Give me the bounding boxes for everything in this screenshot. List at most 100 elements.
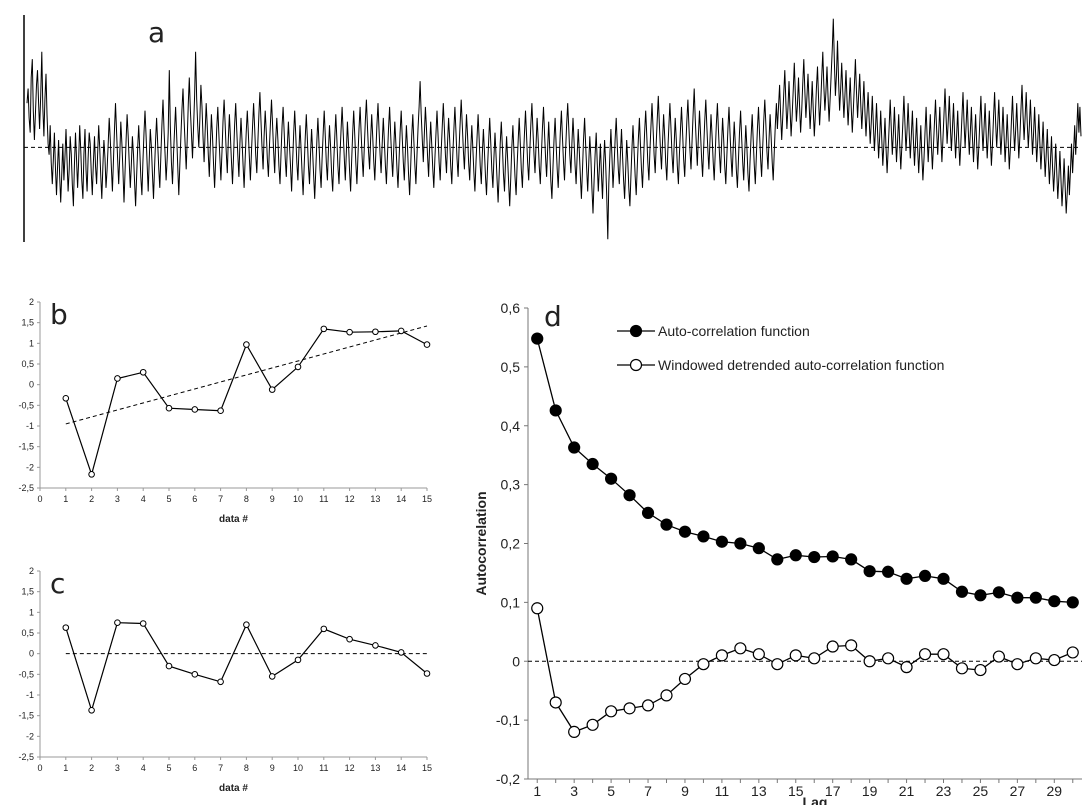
- d-series-2-point: [606, 706, 617, 717]
- d-series-2-point: [790, 650, 801, 661]
- c-x-tick-label: 8: [244, 763, 249, 773]
- b-y-tick-label: 1: [29, 338, 34, 348]
- a-panel-label: a: [148, 16, 165, 49]
- c-data-point: [269, 674, 275, 680]
- d-x-tick-label: 25: [973, 783, 989, 799]
- b-data-point: [244, 342, 250, 348]
- panel-a: a: [24, 15, 1081, 242]
- b-x-tick-label: 10: [293, 494, 303, 504]
- d-series-1-point: [698, 531, 709, 542]
- c-y-tick-label: -1: [26, 690, 34, 700]
- d-series-2-point: [993, 651, 1004, 662]
- d-series-1-point: [920, 570, 931, 581]
- b-x-tick-label: 14: [396, 494, 406, 504]
- b-data-point: [424, 342, 430, 348]
- c-x-tick-label: 0: [37, 763, 42, 773]
- d-series-1-point: [975, 590, 986, 601]
- d-x-tick-label: 15: [788, 783, 804, 799]
- d-x-tick-label: 19: [862, 783, 878, 799]
- c-x-tick-label: 4: [141, 763, 146, 773]
- d-series-1-point: [624, 490, 635, 501]
- d-series-1-point: [864, 566, 875, 577]
- d-x-tick-label: 21: [899, 783, 915, 799]
- b-y-tick-label: 1,5: [21, 318, 34, 328]
- d-legend-label-2: Windowed detrended auto-correlation func…: [658, 357, 944, 373]
- c-y-tick-label: 0,5: [21, 628, 34, 638]
- d-series-1-point: [569, 442, 580, 453]
- b-series-line: [66, 329, 427, 475]
- c-y-tick-label: 2: [29, 566, 34, 576]
- b-data-point: [269, 387, 275, 393]
- c-x-tick-label: 5: [166, 763, 171, 773]
- c-data-point: [166, 663, 172, 669]
- d-series-2-point: [809, 653, 820, 664]
- d-series-2-point: [624, 703, 635, 714]
- c-data-point: [140, 621, 146, 627]
- c-data-point: [321, 626, 327, 632]
- d-series-1-point: [587, 459, 598, 470]
- c-y-tick-label: -0,5: [18, 669, 34, 679]
- d-series-2-point: [735, 643, 746, 654]
- d-series-1-point: [735, 538, 746, 549]
- b-x-tick-label: 15: [422, 494, 432, 504]
- d-series-2-point: [827, 641, 838, 652]
- d-series-1-point: [661, 519, 672, 530]
- c-data-point: [63, 625, 69, 631]
- c-panel-label: c: [50, 567, 65, 600]
- d-series-1-point: [550, 405, 561, 416]
- c-y-tick-label: -2,5: [18, 752, 34, 762]
- d-y-tick-label: 0: [512, 653, 520, 669]
- b-x-axis-title: data #: [219, 514, 248, 525]
- b-data-point: [89, 472, 95, 478]
- b-x-tick-label: 2: [89, 494, 94, 504]
- c-data-point: [192, 672, 198, 678]
- d-x-tick-label: 27: [1010, 783, 1026, 799]
- d-series-2-point: [883, 653, 894, 664]
- d-series-1-point: [679, 526, 690, 537]
- c-x-tick-label: 13: [370, 763, 380, 773]
- c-data-point: [347, 636, 353, 642]
- d-series-2-point: [1049, 655, 1060, 666]
- d-series-1-point: [993, 587, 1004, 598]
- d-x-tick-label: 23: [936, 783, 952, 799]
- d-series-1-point: [643, 507, 654, 518]
- d-series-1-point: [846, 554, 857, 565]
- c-x-tick-label: 7: [218, 763, 223, 773]
- b-y-tick-label: 0,5: [21, 359, 34, 369]
- d-series-1-point: [809, 552, 820, 563]
- b-data-point: [373, 329, 379, 335]
- d-x-tick-label: 29: [1047, 783, 1063, 799]
- b-y-tick-label: -1,5: [18, 442, 34, 452]
- d-legend-marker-2: [631, 360, 642, 371]
- c-data-point: [295, 657, 301, 663]
- d-x-axis-title: Lag: [803, 794, 828, 805]
- b-data-point: [166, 405, 172, 411]
- d-series-1-point: [956, 586, 967, 597]
- d-y-tick-label: 0,3: [501, 477, 521, 493]
- d-x-tick-label: 9: [681, 783, 689, 799]
- b-x-tick-label: 6: [192, 494, 197, 504]
- panel-d: -0,2-0,100,10,20,30,40,50,61 3 5 7 9 11 13 15 17…: [473, 300, 1082, 805]
- d-y-tick-label: 0,1: [501, 594, 521, 610]
- d-series-2-point: [975, 665, 986, 676]
- d-x-tick-label: 13: [751, 783, 767, 799]
- d-series-2-line: [537, 608, 1073, 732]
- b-panel-label: b: [50, 298, 68, 331]
- c-data-point: [424, 671, 430, 677]
- d-series-1-point: [1030, 592, 1041, 603]
- d-series-1-point: [790, 550, 801, 561]
- c-x-tick-label: 12: [345, 763, 355, 773]
- d-series-1-point: [1012, 592, 1023, 603]
- d-x-tick-label: 5: [607, 783, 615, 799]
- b-data-point: [398, 328, 404, 334]
- c-data-point: [373, 643, 379, 649]
- panel-b: -2,5-2-1,5-1-0,500,511,520 1 2 3 4 5 6 7 8 9 10 11 1…: [18, 297, 432, 525]
- panel-c: -2,5-2-1,5-1-0,500,511,520 1 2 3 4 5 6 7 8 9 10 11 1…: [18, 566, 432, 794]
- d-series-1-point: [901, 573, 912, 584]
- d-series-2-point: [1067, 647, 1078, 658]
- b-y-tick-label: 0: [29, 380, 34, 390]
- d-y-tick-label: 0,6: [501, 300, 521, 316]
- d-y-tick-label: 0,2: [501, 536, 521, 552]
- d-x-tick-label: 11: [715, 783, 730, 799]
